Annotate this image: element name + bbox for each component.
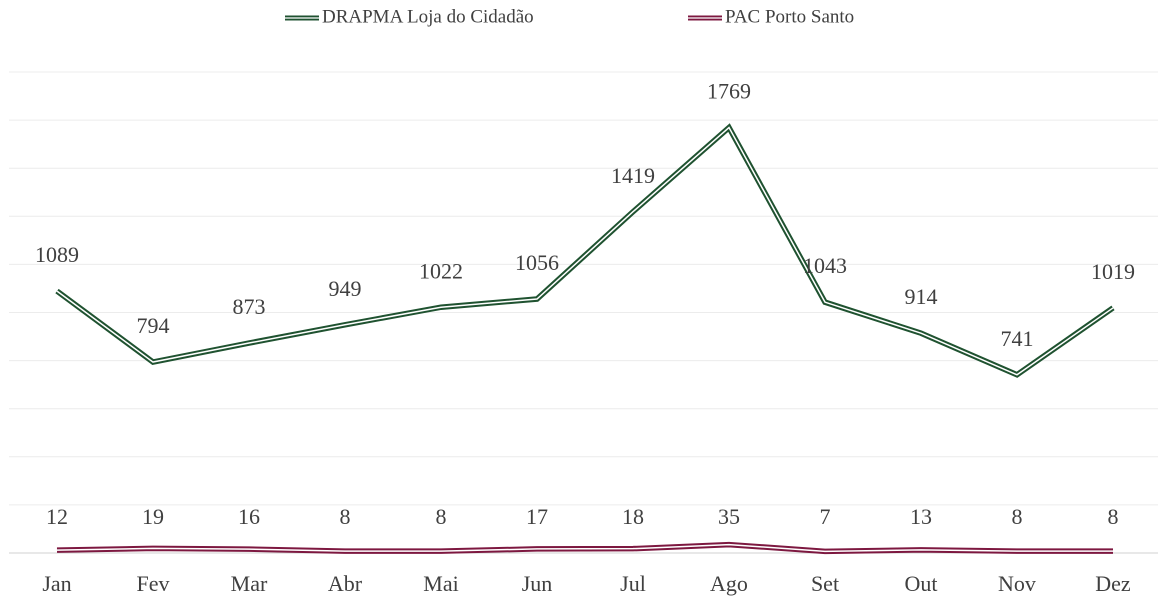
data-label: 1019 [1091,259,1135,284]
legend-label leg: DRAPMA Loja do Cidadão [322,6,534,27]
data-label: 1022 [419,258,463,283]
data-label: 8 [436,504,447,529]
x-tick-label: Set [811,571,839,596]
data-label: 8 [1012,504,1023,529]
data-label: 19 [142,504,164,529]
x-tick-label: Out [905,571,938,596]
series-line [55,123,1115,378]
data-label: 914 [905,284,938,309]
x-tick-label: Dez [1095,571,1131,596]
x-tick-label: Jun [522,571,553,596]
data-label: 18 [622,504,644,529]
data-label: 949 [329,276,362,301]
data-label: 8 [340,504,351,529]
data-label: 1419 [611,163,655,188]
x-tick-label: Mar [231,571,268,596]
data-label: 13 [910,504,932,529]
legend-label leg: PAC Porto Santo [725,6,854,27]
data-label: 17 [526,504,548,529]
data-label: 1056 [515,250,559,275]
data-label: 8 [1108,504,1119,529]
series-line-inner [56,126,1114,376]
data-label: 1769 [707,79,751,104]
x-tick-label: Abr [328,571,363,596]
x-tick-label: Jul [620,571,646,596]
data-label: 35 [718,504,740,529]
x-tick-label: Nov [998,571,1036,596]
x-tick-label: Mai [423,571,458,596]
x-tick-label: Fev [137,571,170,596]
data-label: 7 [820,504,831,529]
data-label: 1089 [35,242,79,267]
x-tick-label: Jan [42,571,71,596]
data-label: 1043 [803,253,847,278]
data-label: 16 [238,504,260,529]
x-tick-label: Ago [710,571,748,596]
data-label: 794 [137,313,170,338]
data-label: 873 [233,294,266,319]
data-label: 741 [1001,326,1034,351]
series-line-inner [56,543,1113,553]
data-label: 12 [46,504,68,529]
